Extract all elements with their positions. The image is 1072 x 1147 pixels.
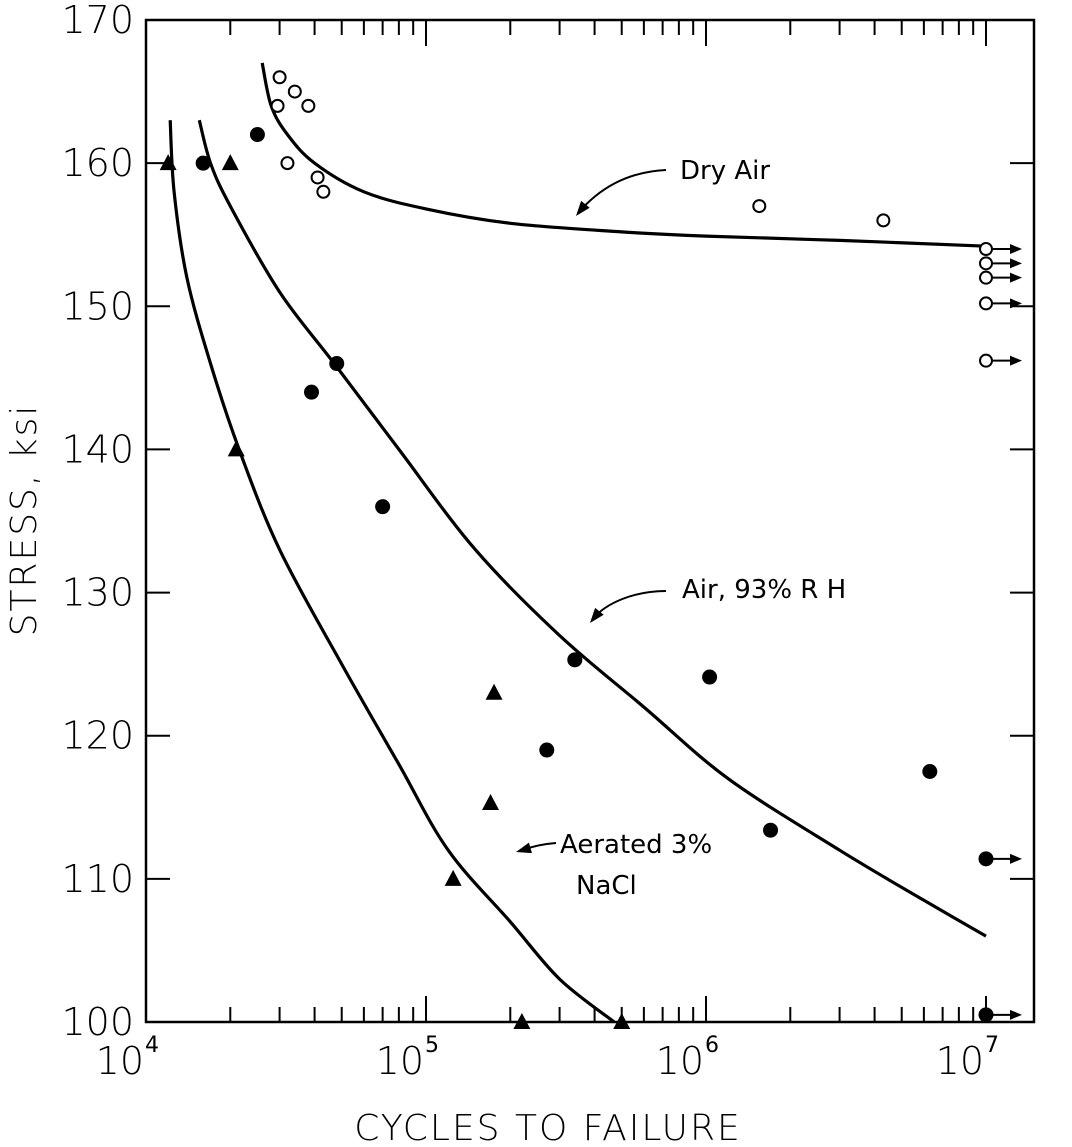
annotation-arrowhead xyxy=(516,842,532,854)
x-tick-label: 10 6 xyxy=(656,1033,719,1083)
data-point-filled-circle xyxy=(763,822,779,838)
data-point-triangle xyxy=(221,154,239,171)
annotations: Dry Air Air, 93% R H Aerated 3% NaCl xyxy=(516,156,846,901)
runout-arrow-head xyxy=(1010,298,1022,309)
annotation-air-93rh: Air, 93% R H xyxy=(682,575,846,605)
data-point-filled-circle xyxy=(922,764,938,779)
data-point-triangle xyxy=(513,1013,531,1029)
data-point-filled-circle xyxy=(978,851,994,867)
fit-curve xyxy=(168,120,616,1024)
annotation-leader xyxy=(591,590,667,621)
data-point-open-circle xyxy=(979,242,993,257)
fit-curve xyxy=(197,119,987,938)
x-tick-label-exponent: 7 xyxy=(985,1033,999,1058)
runout-arrow-head xyxy=(1010,1009,1022,1020)
data-point-open-circle xyxy=(979,256,993,271)
data-point-triangle xyxy=(444,869,462,886)
data-point-open-circle xyxy=(280,156,295,171)
y-axis-title: STRESS, ksi xyxy=(4,404,45,637)
x-tick-label-exponent: 6 xyxy=(705,1033,719,1058)
data-point-open-circle xyxy=(310,170,325,185)
runout-arrow-head xyxy=(1010,272,1022,283)
fit-curves xyxy=(168,62,987,1024)
data-point-open-circle xyxy=(301,98,316,113)
data-point-open-circle xyxy=(752,199,767,214)
y-tick-label: 130 xyxy=(61,571,134,615)
runout-arrow-head xyxy=(1010,244,1022,255)
data-point-triangle xyxy=(613,1013,631,1029)
x-tick-label: 10 7 xyxy=(936,1033,999,1083)
data-point-triangle xyxy=(485,683,503,700)
data-point-open-circle xyxy=(272,70,287,85)
y-tick-label: 150 xyxy=(61,284,134,328)
data-point-open-circle xyxy=(316,184,331,199)
plot-border xyxy=(144,18,1036,1024)
data-point-open-circle xyxy=(979,296,993,311)
annotation-nacl-line1: Aerated 3% xyxy=(560,830,712,860)
data-point-filled-circle xyxy=(195,155,211,171)
data-point-filled-circle xyxy=(567,652,583,668)
x-tick-label-base: 10 xyxy=(376,1039,424,1083)
fit-curve xyxy=(260,62,987,248)
x-tick-label: 10 5 xyxy=(376,1033,439,1083)
annotation-nacl-line2: NaCl xyxy=(576,871,637,901)
runout-arrow-head xyxy=(1010,258,1022,269)
x-tick-label-base: 10 xyxy=(656,1039,704,1083)
x-axis-title: CYCLES TO FAILURE xyxy=(354,1108,742,1147)
data-point-open-circle xyxy=(876,213,891,228)
plot-frame xyxy=(144,18,1036,1024)
runout-arrow-head xyxy=(1010,853,1022,864)
data-point-filled-circle xyxy=(303,384,319,400)
annotation-arrowhead xyxy=(576,200,590,216)
x-tick-label-base: 10 xyxy=(96,1039,144,1083)
x-tick-label-exponent: 5 xyxy=(425,1033,439,1058)
y-tick-label: 110 xyxy=(61,857,134,901)
data-point-open-circle xyxy=(979,270,993,285)
y-tick-label: 100 xyxy=(61,1000,134,1044)
data-point-filled-circle xyxy=(249,127,265,143)
data-point-triangle xyxy=(227,440,245,457)
data-point-triangle xyxy=(159,154,177,171)
data-point-open-circle xyxy=(287,84,302,99)
annotation-arrowhead xyxy=(590,607,604,623)
annotation-dry-air: Dry Air xyxy=(680,156,770,186)
x-tick-label-base: 10 xyxy=(936,1039,984,1083)
y-tick-label: 160 xyxy=(61,141,134,185)
y-tick-label: 170 xyxy=(61,0,134,42)
runout-arrow-head xyxy=(1010,355,1022,366)
data-point-open-circle xyxy=(270,98,285,113)
y-tick-label: 120 xyxy=(61,714,134,758)
y-tick-label: 140 xyxy=(61,427,134,471)
data-point-filled-circle xyxy=(329,356,345,372)
data-point-filled-circle xyxy=(978,1007,994,1023)
annotation-leader xyxy=(577,169,667,214)
x-tick-label: 10 4 xyxy=(96,1033,159,1083)
x-tick-label-exponent: 4 xyxy=(145,1033,159,1058)
data-point-filled-circle xyxy=(702,669,718,685)
data-point-open-circle xyxy=(979,353,993,368)
data-point-filled-circle xyxy=(539,742,555,758)
data-points xyxy=(159,70,1022,1029)
data-point-filled-circle xyxy=(375,499,391,515)
data-point-triangle xyxy=(482,793,500,810)
